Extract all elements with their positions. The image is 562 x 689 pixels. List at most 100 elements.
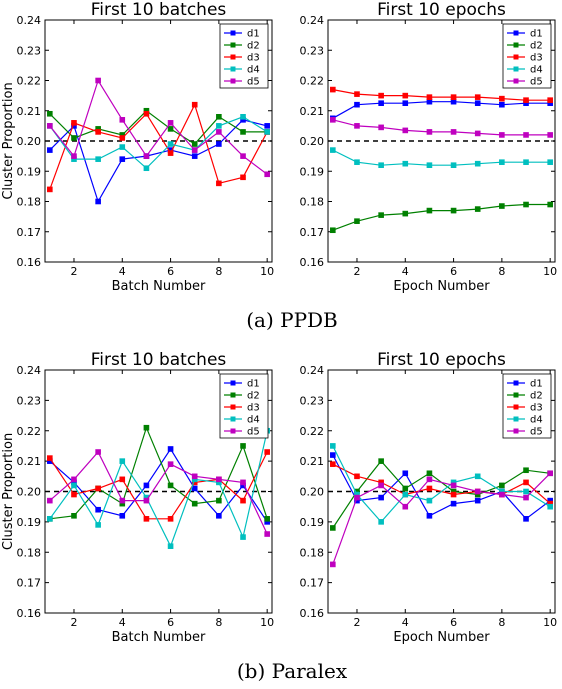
data-point bbox=[47, 497, 53, 504]
data-point bbox=[216, 497, 222, 504]
legend-marker bbox=[230, 54, 236, 60]
data-point bbox=[354, 123, 360, 129]
series-d2 bbox=[47, 424, 270, 522]
data-point bbox=[378, 100, 384, 106]
data-point bbox=[402, 92, 409, 99]
series-d4 bbox=[47, 114, 270, 172]
data-point bbox=[264, 531, 270, 537]
x-tick-label: 10 bbox=[543, 265, 557, 278]
series-line bbox=[49, 447, 268, 523]
series-line bbox=[332, 89, 551, 101]
series-d4 bbox=[330, 147, 553, 168]
legend-label: d5 bbox=[530, 427, 543, 438]
x-tick-label: 10 bbox=[543, 616, 557, 629]
series-line bbox=[49, 430, 268, 548]
data-point bbox=[402, 160, 409, 167]
x-axis-label: Batch Number bbox=[112, 630, 206, 645]
legend-label: d2 bbox=[530, 391, 543, 402]
data-point bbox=[426, 94, 433, 100]
data-point bbox=[450, 482, 457, 489]
data-point bbox=[330, 147, 336, 153]
x-tick-label: 6 bbox=[167, 265, 174, 278]
y-tick-label: 0.20 bbox=[300, 486, 325, 499]
chart-panel-3: First 10 batches 0.16 0.17 0.18 0.19 0.20 0.21… bbox=[1, 350, 274, 645]
data-point bbox=[523, 97, 529, 103]
y-tick-label: 0.20 bbox=[17, 135, 42, 148]
y-tick-label: 0.17 bbox=[17, 577, 42, 590]
y-tick-label: 0.17 bbox=[17, 226, 42, 239]
x-tick-label: 4 bbox=[119, 616, 126, 629]
legend-marker bbox=[513, 404, 519, 410]
data-point bbox=[240, 153, 246, 159]
data-point bbox=[402, 491, 409, 498]
data-point bbox=[523, 201, 529, 208]
series-line bbox=[332, 472, 551, 565]
y-tick-label: 0.22 bbox=[17, 425, 42, 438]
data-point bbox=[474, 497, 481, 504]
data-point bbox=[402, 210, 409, 217]
data-point bbox=[167, 543, 174, 549]
data-point bbox=[240, 443, 246, 449]
legend-marker bbox=[230, 42, 236, 48]
data-point bbox=[426, 512, 433, 519]
series-d1 bbox=[330, 452, 553, 522]
series-d2 bbox=[330, 201, 553, 234]
data-point bbox=[450, 162, 457, 168]
data-point bbox=[426, 476, 433, 483]
data-point bbox=[354, 91, 360, 97]
y-tick-label: 0.20 bbox=[17, 486, 42, 499]
data-point bbox=[547, 97, 553, 103]
series-d1 bbox=[47, 117, 270, 205]
data-point bbox=[330, 443, 336, 449]
data-point bbox=[264, 449, 270, 455]
series-d5 bbox=[47, 449, 270, 537]
data-point bbox=[191, 101, 198, 108]
series-d4 bbox=[330, 443, 553, 525]
data-point bbox=[450, 94, 457, 100]
data-point bbox=[119, 512, 126, 519]
legend-label: d2 bbox=[247, 41, 260, 52]
series-line bbox=[332, 149, 551, 166]
data-point bbox=[474, 488, 481, 495]
series-d3 bbox=[47, 101, 270, 193]
x-axis-label: Epoch Number bbox=[393, 279, 490, 294]
data-point bbox=[264, 129, 270, 135]
x-tick-label: 2 bbox=[70, 616, 77, 629]
data-point bbox=[216, 114, 222, 120]
data-point bbox=[474, 206, 481, 212]
data-point bbox=[523, 159, 529, 165]
y-axis-label: Cluster Proportion bbox=[1, 82, 16, 199]
series-line bbox=[49, 103, 268, 190]
series-d1 bbox=[47, 446, 270, 525]
data-point bbox=[191, 485, 198, 492]
data-point bbox=[191, 153, 198, 159]
series-d5 bbox=[330, 117, 553, 138]
legend-label: d3 bbox=[247, 53, 260, 64]
series-d1 bbox=[330, 98, 553, 122]
data-point bbox=[71, 512, 77, 519]
y-tick-label: 0.18 bbox=[17, 546, 42, 559]
y-tick-label: 0.21 bbox=[17, 105, 42, 118]
data-point bbox=[264, 171, 270, 178]
data-point bbox=[47, 147, 53, 153]
data-point bbox=[71, 482, 77, 489]
data-point bbox=[547, 470, 553, 477]
data-point bbox=[330, 525, 336, 531]
data-point bbox=[474, 473, 481, 480]
data-point bbox=[547, 132, 553, 138]
data-point bbox=[143, 497, 150, 504]
data-point bbox=[95, 156, 101, 162]
x-tick-label: 8 bbox=[498, 265, 505, 278]
data-point bbox=[47, 110, 53, 117]
caption-b: (b) Paralex bbox=[237, 659, 348, 683]
data-point bbox=[167, 150, 174, 156]
data-point bbox=[474, 94, 481, 100]
series-line bbox=[49, 450, 268, 535]
x-tick-label: 2 bbox=[353, 265, 360, 278]
legend-label: d1 bbox=[247, 379, 260, 390]
data-point bbox=[95, 129, 101, 135]
data-point bbox=[378, 458, 384, 464]
